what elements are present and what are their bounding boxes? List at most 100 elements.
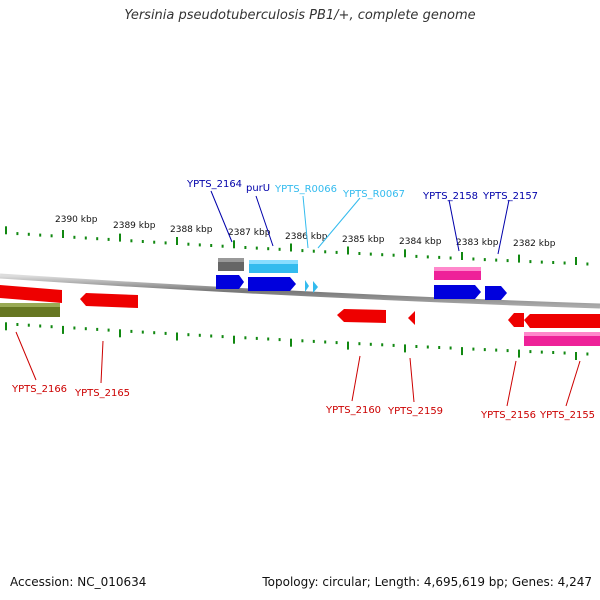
gene-ypts-2163[interactable] bbox=[216, 275, 244, 289]
minor-tick bbox=[244, 336, 247, 340]
gene-label[interactable]: YPTS_2156 bbox=[480, 410, 536, 421]
gene-ypts-2157[interactable] bbox=[485, 286, 507, 300]
minor-tick bbox=[210, 244, 213, 247]
gene-ypts-2160[interactable] bbox=[337, 309, 386, 323]
gene-ypts-2159[interactable] bbox=[408, 311, 415, 325]
major-tick bbox=[5, 322, 7, 331]
gene-ypts-2155b-shade bbox=[524, 332, 600, 336]
minor-tick bbox=[324, 250, 327, 254]
accession-label: Accession: NC_010634 bbox=[10, 575, 147, 589]
major-tick bbox=[176, 332, 178, 341]
minor-tick bbox=[506, 349, 509, 353]
gene-ypts-2155a[interactable] bbox=[524, 314, 600, 328]
minor-tick bbox=[84, 236, 87, 240]
minor-tick bbox=[153, 331, 156, 335]
gene-label[interactable]: YPTS_2165 bbox=[74, 388, 130, 399]
major-tick bbox=[461, 252, 463, 260]
minor-tick bbox=[16, 232, 19, 236]
scale-label: 2386 kbp bbox=[285, 232, 328, 242]
gene-ypts-2166b-shade bbox=[0, 303, 60, 307]
minor-tick bbox=[130, 239, 133, 243]
minor-tick bbox=[426, 345, 429, 349]
tick-track-top bbox=[5, 226, 589, 266]
genome-title: Yersinia pseudotuberculosis PB1/+, compl… bbox=[124, 8, 476, 23]
minor-tick bbox=[84, 327, 87, 331]
gene-ypts-2166a[interactable] bbox=[0, 285, 62, 303]
major-tick bbox=[461, 347, 463, 356]
gene-purU[interactable] bbox=[248, 277, 296, 291]
gene-label[interactable]: YPTS_R0067 bbox=[342, 189, 405, 200]
minor-tick bbox=[267, 247, 270, 251]
scale-label: 2385 kbp bbox=[342, 235, 385, 245]
minor-tick bbox=[415, 345, 418, 348]
major-tick bbox=[575, 257, 577, 265]
gene-ypts-2158-top-shade bbox=[434, 267, 481, 271]
minor-tick bbox=[278, 247, 281, 251]
minor-tick bbox=[312, 249, 315, 253]
minor-tick bbox=[50, 234, 53, 238]
minor-tick bbox=[210, 334, 213, 338]
gene-label[interactable]: YPTS_2158 bbox=[422, 191, 478, 202]
gene-label[interactable]: YPTS_R0066 bbox=[274, 184, 337, 195]
gene-label[interactable]: YPTS_2159 bbox=[387, 406, 443, 417]
minor-tick bbox=[426, 255, 429, 259]
callout-ypts-2156 bbox=[506, 360, 517, 407]
gene-ypts-2165[interactable] bbox=[80, 293, 138, 308]
top-gene-labels: YPTS_2164 purU YPTS_R0066 YPTS_R0067 YPT… bbox=[186, 179, 538, 202]
minor-tick bbox=[472, 347, 475, 351]
callout-purU bbox=[255, 195, 274, 247]
minor-tick bbox=[381, 253, 384, 257]
gene-label[interactable]: YPTS_2160 bbox=[325, 405, 381, 416]
minor-tick bbox=[552, 351, 555, 354]
scale-labels: 2390 kbp 2389 kbp 2388 kbp 2387 kbp 2386… bbox=[55, 215, 556, 249]
major-tick bbox=[518, 254, 520, 263]
minor-tick bbox=[449, 256, 452, 260]
gene-label[interactable]: YPTS_2155 bbox=[539, 410, 595, 421]
genome-summary: Topology: circular; Length: 4,695,619 bp… bbox=[262, 575, 592, 589]
major-tick bbox=[575, 352, 577, 360]
minor-tick bbox=[586, 262, 589, 266]
minor-tick bbox=[73, 235, 76, 239]
gene-label[interactable]: YPTS_2164 bbox=[186, 179, 242, 190]
gene-r0067a[interactable] bbox=[305, 280, 309, 292]
major-tick bbox=[5, 226, 7, 235]
minor-tick bbox=[540, 350, 543, 354]
minor-tick bbox=[483, 258, 486, 262]
minor-tick bbox=[392, 343, 395, 347]
minor-tick bbox=[244, 246, 247, 249]
minor-tick bbox=[472, 257, 475, 261]
gene-ypts-2156[interactable] bbox=[508, 313, 524, 327]
gene-ypts-2158[interactable] bbox=[434, 285, 481, 299]
gene-label[interactable]: YPTS_2166 bbox=[11, 384, 67, 395]
minor-tick bbox=[198, 333, 201, 337]
minor-tick bbox=[164, 331, 167, 335]
callout-ypts-2165 bbox=[100, 340, 104, 384]
gene-r0066-shade bbox=[249, 260, 298, 264]
forward-genes bbox=[216, 258, 507, 300]
gene-r0067b[interactable] bbox=[313, 281, 318, 293]
bottom-gene-labels: YPTS_2166 YPTS_2165 YPTS_2160 YPTS_2159 … bbox=[11, 384, 595, 421]
minor-tick bbox=[495, 348, 498, 352]
major-tick bbox=[62, 325, 64, 334]
minor-tick bbox=[198, 243, 201, 247]
callout-r0066 bbox=[302, 195, 309, 249]
major-tick bbox=[518, 349, 520, 358]
callout-ypts-2164 bbox=[210, 190, 233, 243]
minor-tick bbox=[96, 327, 99, 331]
gene-label[interactable]: YPTS_2157 bbox=[482, 191, 538, 202]
minor-tick bbox=[187, 242, 190, 246]
callout-lines bbox=[15, 190, 581, 407]
scale-label: 2384 kbp bbox=[399, 237, 442, 247]
major-tick bbox=[290, 338, 292, 347]
gene-label[interactable]: purU bbox=[246, 183, 270, 194]
minor-tick bbox=[369, 342, 372, 346]
minor-tick bbox=[267, 337, 270, 341]
minor-tick bbox=[312, 339, 315, 343]
scale-label: 2389 kbp bbox=[113, 221, 156, 231]
minor-tick bbox=[73, 326, 76, 330]
minor-tick bbox=[438, 255, 441, 259]
gene-ypts-2164-shade bbox=[218, 258, 244, 262]
minor-tick bbox=[141, 240, 144, 243]
major-tick bbox=[119, 233, 121, 242]
scale-label: 2383 kbp bbox=[456, 238, 499, 248]
